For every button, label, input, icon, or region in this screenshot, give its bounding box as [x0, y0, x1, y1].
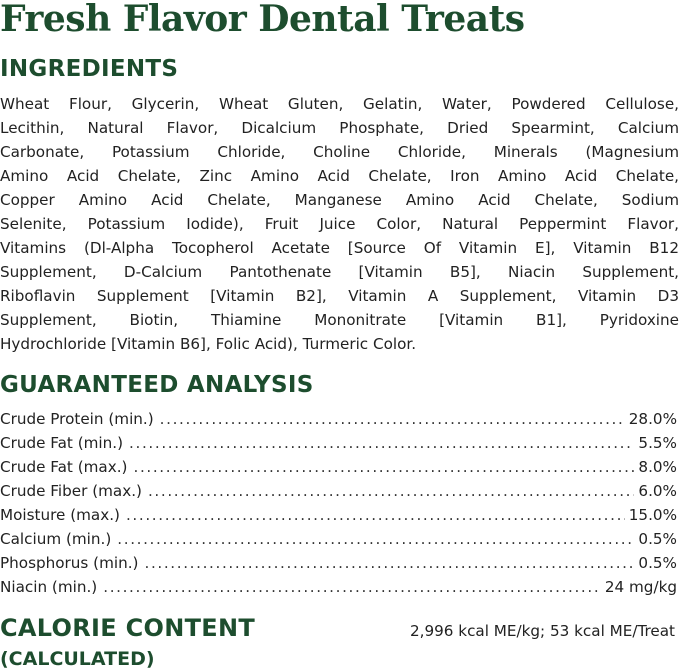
- analysis-value: 8.0%: [638, 458, 677, 476]
- analysis-value: 0.5%: [638, 530, 677, 548]
- analysis-row: Phosphorus (min.) 0.5%: [0, 551, 677, 575]
- analysis-value: 24 mg/kg: [604, 578, 677, 596]
- dot-leader: [144, 551, 634, 575]
- dot-leader: [133, 455, 634, 479]
- analysis-row: Crude Fat (min.) 5.5%: [0, 431, 677, 455]
- dot-leader: [103, 575, 601, 599]
- ingredients-line: Selenite, Potassium Iodide), Fruit Juice…: [0, 215, 679, 233]
- ingredients-line: Wheat Flour, Glycerin, Wheat Gluten, Gel…: [0, 95, 679, 113]
- calorie-value: 2,996 kcal ME/kg; 53 kcal ME/Treat: [409, 622, 675, 640]
- analysis-label: Moisture (max.): [0, 506, 120, 524]
- ingredients-line: Copper Amino Acid Chelate, Manganese Ami…: [0, 191, 679, 209]
- analysis-label: Crude Protein (min.): [0, 410, 154, 428]
- dot-leader: [117, 527, 634, 551]
- analysis-value: 6.0%: [638, 482, 677, 500]
- analysis-label: Niacin (min.): [0, 578, 98, 596]
- analysis-value: 28.0%: [628, 410, 677, 428]
- analysis-table: Crude Protein (min.) 28.0% Crude Fat (min…: [0, 407, 677, 599]
- ingredients-line: Lecithin, Natural Flavor, Dicalcium Phos…: [0, 119, 679, 137]
- analysis-row: Crude Fiber (max.) 6.0%: [0, 479, 677, 503]
- ingredients-line: Vitamins (Dl-Alpha Tocopherol Acetate [S…: [0, 239, 679, 257]
- dot-leader: [129, 431, 634, 455]
- calorie-subheading: (CALCULATED): [0, 648, 155, 670]
- analysis-row: Crude Fat (max.) 8.0%: [0, 455, 677, 479]
- analysis-row: Moisture (max.) 15.0%: [0, 503, 677, 527]
- ingredients-line: Amino Acid Chelate, Zinc Amino Acid Chel…: [0, 167, 679, 185]
- analysis-row: Crude Protein (min.) 28.0%: [0, 407, 677, 431]
- ingredients-heading: INGREDIENTS: [0, 56, 179, 82]
- analysis-label: Crude Fat (max.): [0, 458, 128, 476]
- analysis-value: 5.5%: [638, 434, 677, 452]
- dot-leader: [126, 503, 625, 527]
- analysis-label: Crude Fat (min.): [0, 434, 124, 452]
- analysis-label: Calcium (min.): [0, 530, 112, 548]
- analysis-row: Niacin (min.) 24 mg/kg: [0, 575, 677, 599]
- analysis-label: Crude Fiber (max.): [0, 482, 142, 500]
- page-title: Fresh Flavor Dental Treats: [0, 0, 525, 40]
- analysis-value: 15.0%: [628, 506, 677, 524]
- analysis-heading: GUARANTEED ANALYSIS: [0, 372, 314, 398]
- ingredients-line: Riboflavin Supplement [Vitamin B2], Vita…: [0, 287, 679, 305]
- dot-leader: [160, 407, 625, 431]
- ingredients-line: Carbonate, Potassium Chloride, Choline C…: [0, 143, 679, 161]
- dot-leader: [148, 479, 634, 503]
- ingredients-line: Hydrochloride [Vitamin B6], Folic Acid),…: [0, 335, 417, 353]
- ingredients-line: Supplement, Biotin, Thiamine Mononitrate…: [0, 311, 679, 329]
- analysis-value: 0.5%: [638, 554, 677, 572]
- ingredients-line: Supplement, D-Calcium Pantothenate [Vita…: [0, 263, 679, 281]
- analysis-label: Phosphorus (min.): [0, 554, 139, 572]
- ingredients-list: Wheat Flour, Glycerin, Wheat Gluten, Gel…: [0, 92, 679, 356]
- calorie-heading: CALORIE CONTENT: [0, 614, 256, 642]
- analysis-row: Calcium (min.) 0.5%: [0, 527, 677, 551]
